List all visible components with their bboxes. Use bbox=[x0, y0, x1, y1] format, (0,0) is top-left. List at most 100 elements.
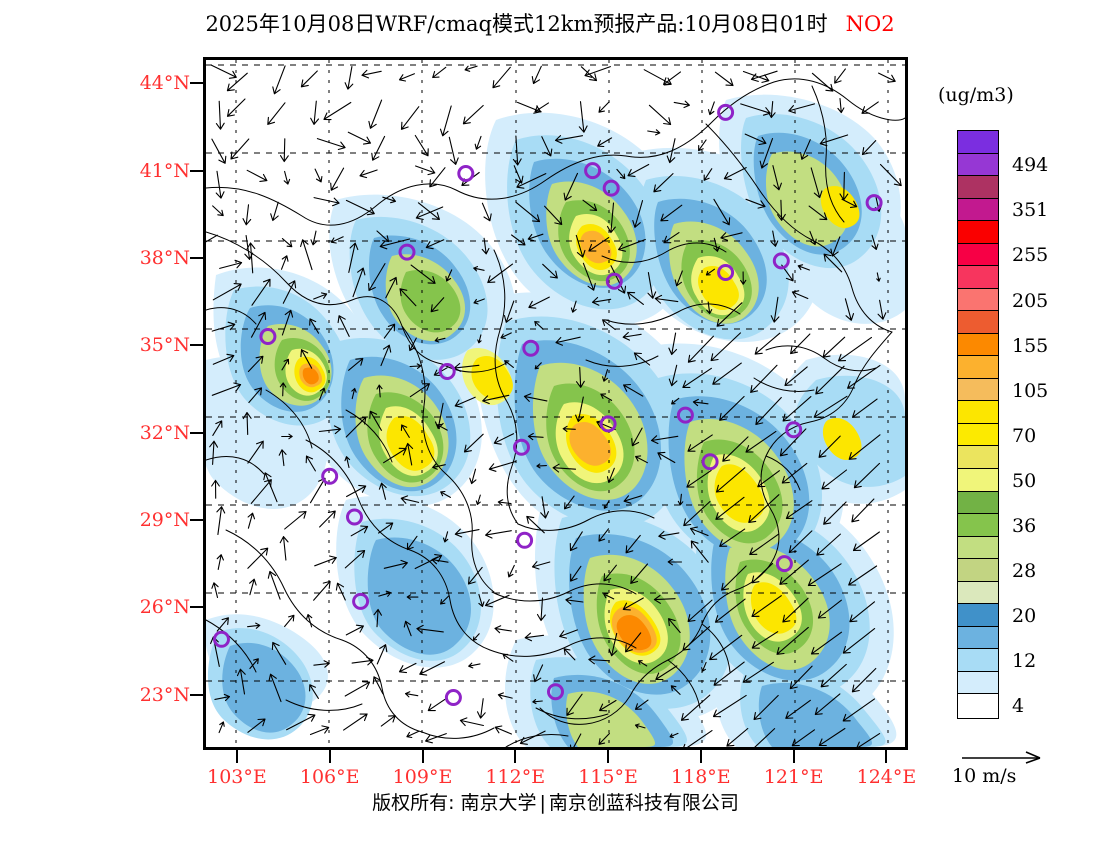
wind-barb bbox=[559, 629, 578, 639]
wind-barb bbox=[658, 530, 680, 540]
wind-barb bbox=[399, 288, 417, 307]
station-marker[interactable] bbox=[346, 508, 363, 526]
wind-barb bbox=[429, 167, 446, 188]
station-marker[interactable] bbox=[352, 592, 370, 610]
wind-barb bbox=[369, 410, 382, 431]
wind-barb bbox=[740, 271, 747, 285]
copyright-notice: 版权所有: 南京大学 | 南京创蓝科技有限公司 bbox=[203, 788, 908, 815]
station-marker[interactable] bbox=[522, 339, 540, 357]
wind-barb bbox=[373, 608, 382, 628]
station-marker[interactable] bbox=[676, 406, 694, 424]
station-markers[interactable] bbox=[213, 103, 883, 706]
station-marker[interactable] bbox=[785, 421, 803, 439]
wind-barb bbox=[473, 266, 485, 272]
station-marker[interactable] bbox=[701, 453, 719, 471]
station-marker[interactable] bbox=[772, 252, 790, 270]
station-marker[interactable] bbox=[547, 683, 564, 701]
colorbar-band bbox=[958, 468, 998, 492]
wind-barb bbox=[710, 332, 742, 362]
wind-barb bbox=[680, 694, 711, 721]
station-marker[interactable] bbox=[457, 165, 475, 182]
wind-barb bbox=[633, 352, 651, 366]
colorbar-band bbox=[958, 559, 998, 582]
page-title: 2025年10月08日WRF/cmaq模式12km预报产品:10月08日01时 N… bbox=[0, 8, 1100, 38]
wind-barb bbox=[527, 432, 544, 441]
wind-barb bbox=[653, 173, 674, 193]
station-marker[interactable] bbox=[438, 363, 456, 380]
wind-barb bbox=[474, 135, 482, 150]
station-marker[interactable] bbox=[605, 272, 623, 290]
wind-barb bbox=[668, 332, 678, 356]
wind-barb bbox=[371, 135, 386, 161]
wind-barb bbox=[492, 66, 511, 89]
lat-tick-label: 26°N bbox=[139, 596, 190, 619]
wind-barb bbox=[323, 101, 352, 121]
wind-barb bbox=[745, 430, 777, 453]
wind-barb bbox=[630, 563, 649, 584]
colorbar-tick-label: 105 bbox=[1012, 379, 1049, 402]
station-marker[interactable] bbox=[444, 689, 462, 706]
station-marker[interactable] bbox=[321, 467, 339, 485]
wind-barb bbox=[597, 137, 613, 148]
wind-barb bbox=[442, 531, 449, 543]
wind-barb bbox=[618, 238, 646, 252]
colorbar-band bbox=[958, 446, 998, 469]
wind-barb bbox=[779, 428, 807, 457]
wind-barb bbox=[368, 263, 386, 292]
wind-barb bbox=[603, 592, 615, 600]
lat-tick-mark bbox=[190, 82, 203, 85]
wind-barb bbox=[713, 198, 731, 226]
wind-barb bbox=[788, 103, 816, 114]
wind-vector-field bbox=[206, 64, 902, 747]
wind-barb bbox=[563, 648, 576, 661]
colorbar[interactable] bbox=[957, 130, 999, 719]
wind-barb bbox=[623, 495, 643, 504]
station-marker[interactable] bbox=[398, 243, 416, 261]
station-marker[interactable] bbox=[717, 103, 735, 121]
wind-barb bbox=[692, 398, 709, 407]
wind-barb bbox=[212, 420, 223, 436]
wind-barb bbox=[211, 138, 227, 164]
station-marker[interactable] bbox=[584, 162, 602, 180]
lon-tick-mark bbox=[328, 750, 331, 763]
wind-barb bbox=[608, 632, 618, 657]
wind-barb bbox=[313, 292, 328, 300]
map-plot-area[interactable] bbox=[203, 57, 908, 750]
wind-barb bbox=[689, 526, 709, 537]
wind-barb bbox=[575, 396, 584, 423]
wind-barb bbox=[212, 205, 224, 217]
wind-barb bbox=[570, 300, 577, 313]
station-marker[interactable] bbox=[213, 630, 230, 648]
wind-barb bbox=[663, 71, 682, 85]
wind-barb bbox=[463, 433, 484, 453]
wind-barb bbox=[404, 691, 419, 698]
station-marker[interactable] bbox=[602, 179, 620, 197]
wind-barb bbox=[242, 204, 252, 226]
station-marker[interactable] bbox=[717, 264, 735, 281]
lat-tick-label: 38°N bbox=[139, 246, 190, 269]
wind-barb bbox=[635, 455, 648, 464]
wind-barb bbox=[847, 364, 881, 389]
wind-barb bbox=[400, 495, 420, 504]
station-marker[interactable] bbox=[513, 438, 530, 456]
wind-barb bbox=[300, 349, 313, 369]
wind-barb bbox=[247, 718, 266, 733]
station-marker[interactable] bbox=[775, 555, 793, 573]
wind-barb bbox=[379, 238, 411, 250]
wind-barb bbox=[772, 165, 782, 191]
lat-tick-mark bbox=[190, 256, 203, 259]
wind-barb bbox=[785, 500, 813, 519]
station-marker[interactable] bbox=[865, 194, 883, 212]
wind-barb bbox=[655, 665, 678, 681]
wind-barb bbox=[842, 698, 876, 722]
wind-barb bbox=[782, 396, 812, 422]
wind-barb bbox=[516, 173, 547, 189]
station-marker[interactable] bbox=[516, 531, 534, 549]
station-marker[interactable] bbox=[259, 328, 277, 345]
wind-barb bbox=[823, 253, 843, 273]
wind-barb bbox=[305, 614, 313, 628]
wind-barb bbox=[211, 382, 242, 396]
wind-barb bbox=[271, 641, 287, 665]
wind-barb bbox=[398, 662, 417, 674]
station-marker[interactable] bbox=[599, 415, 617, 433]
